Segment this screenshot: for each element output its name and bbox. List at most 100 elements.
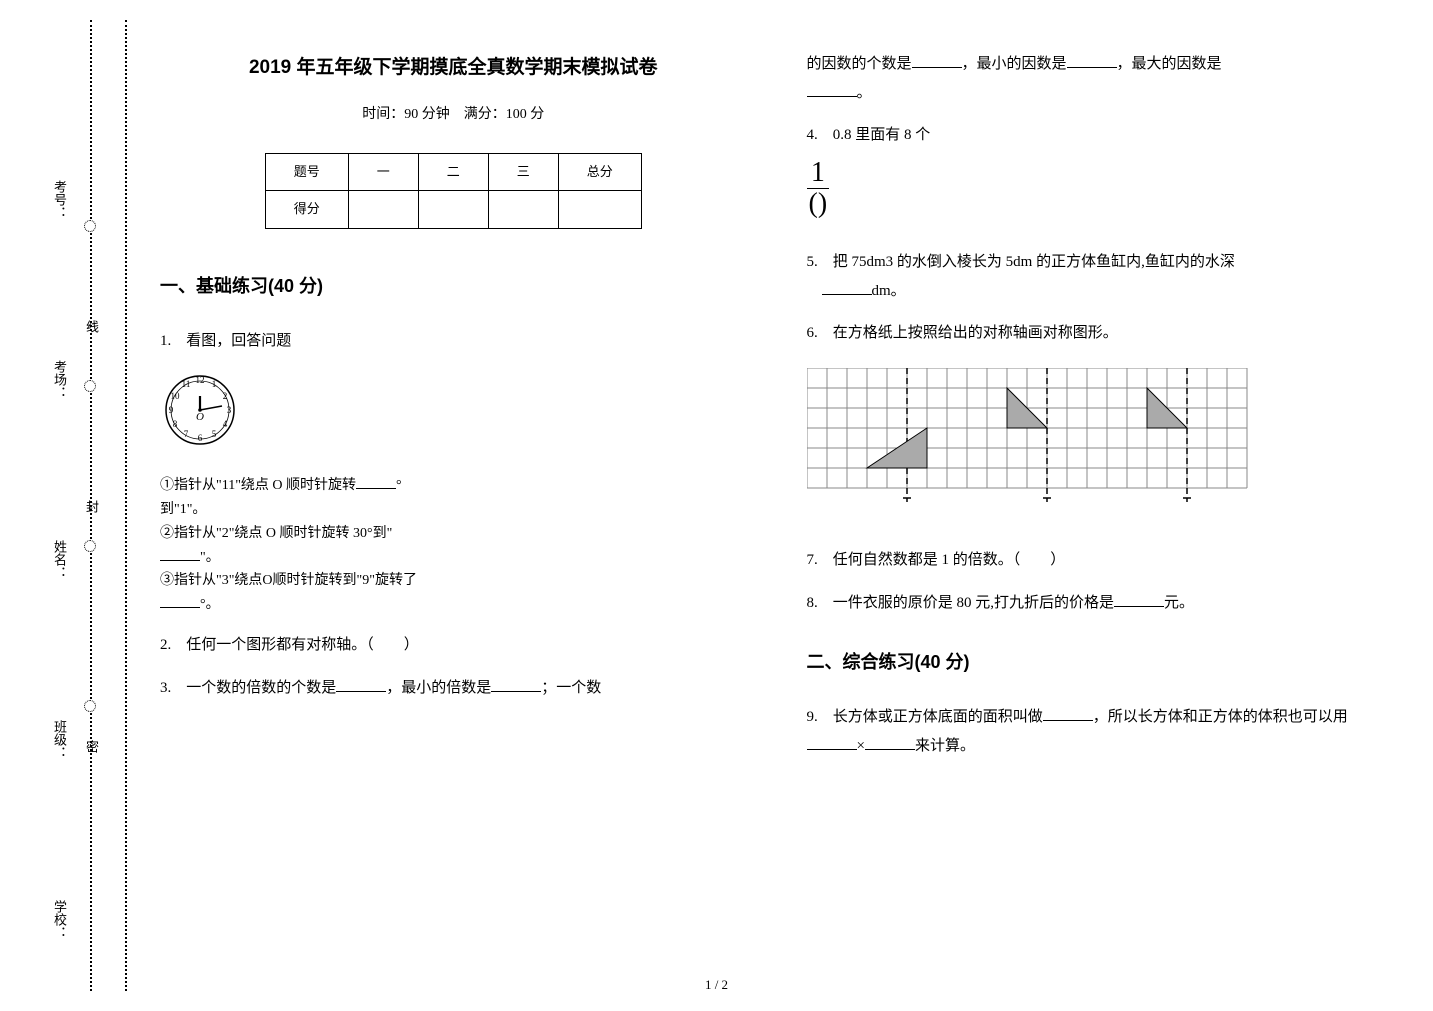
binding-label-id: 考号： — [50, 180, 69, 219]
binding-label-name: 姓名： — [50, 540, 69, 579]
question-2: 2. 任何一个图形都有对称轴。（ ） — [160, 631, 747, 660]
score-table: 题号 一 二 三 总分 得分 — [265, 153, 642, 229]
svg-text:1: 1 — [212, 379, 217, 389]
text: 8. 一件衣服的原价是 80 元,打九折后的价格是 — [807, 595, 1115, 611]
text: × — [857, 738, 865, 754]
text: ③指针从"3"绕点O顺时针旋转到"9"旋转了 — [160, 573, 417, 588]
text: °。 — [200, 597, 220, 612]
svg-text:3: 3 — [227, 405, 232, 415]
svg-text:7: 7 — [184, 429, 189, 439]
fraction-denominator: () — [807, 189, 830, 220]
text: "。 — [200, 550, 220, 565]
svg-text:9: 9 — [169, 405, 174, 415]
svg-text:O: O — [196, 411, 204, 423]
fill-blank — [356, 475, 396, 489]
svg-text:10: 10 — [171, 391, 181, 401]
svg-text:4: 4 — [223, 419, 228, 429]
table-row: 题号 一 二 三 总分 — [265, 153, 641, 191]
exam-title: 2019 年五年级下学期摸底全真数学期末模拟试卷 — [160, 50, 747, 86]
section-1-header: 一、基础练习(40 分) — [160, 269, 747, 303]
page-number: 1 / 2 — [0, 977, 1433, 993]
text: ，最小的因数是 — [962, 56, 1067, 72]
content-area: 2019 年五年级下学期摸底全真数学期末模拟试卷 时间：90 分钟 满分：100… — [160, 50, 1393, 961]
question-9: 9. 长方体或正方体底面的面积叫做 ，所以长方体和正方体的体积也可以用 × 来计算。 — [807, 703, 1394, 760]
svg-text:2: 2 — [223, 391, 228, 401]
exam-subtitle: 时间：90 分钟 满分：100 分 — [160, 102, 747, 129]
text: 来计算。 — [915, 738, 975, 754]
svg-text:8: 8 — [173, 419, 178, 429]
q1-sub3: ③指针从"3"绕点O顺时针旋转到"9"旋转了 °。 — [160, 569, 420, 617]
fill-blank — [160, 594, 200, 608]
text: 3. 一个数的倍数的个数是 — [160, 680, 336, 696]
column-right: 的因数的个数是 ，最小的因数是 ，最大的因数是 。 4. 0.8 里面有 8 个 1… — [807, 50, 1394, 961]
grid-svg — [807, 368, 1251, 512]
score-cell — [418, 191, 488, 229]
text: 的因数的个数是 — [807, 56, 912, 72]
score-cell: 得分 — [265, 191, 348, 229]
question-4: 4. 0.8 里面有 8 个 1 () — [807, 121, 1394, 234]
question-3: 3. 一个数的倍数的个数是 ，最小的倍数是 ；一个数 — [160, 674, 747, 703]
svg-text:12: 12 — [196, 375, 205, 385]
binding-circle — [84, 700, 96, 712]
binding-label-school: 学校： — [50, 900, 69, 939]
question-6: 6. 在方格纸上按照给出的对称轴画对称图形。 — [807, 319, 1394, 348]
binding-char-mi: 密 — [82, 740, 101, 753]
binding-label-room: 考场： — [50, 360, 69, 399]
fill-blank — [491, 677, 541, 692]
text: ①指针从"11"绕点 O 顺时针旋转 — [160, 478, 356, 493]
section-2-header: 二、综合练习(40 分) — [807, 645, 1394, 679]
score-cell: 总分 — [558, 153, 641, 191]
fill-blank — [807, 82, 857, 97]
score-cell: 二 — [418, 153, 488, 191]
binding-circle — [84, 540, 96, 552]
q1-sub1: ①指针从"11"绕点 O 顺时针旋转°到"1"。 — [160, 474, 420, 522]
fill-blank — [822, 280, 872, 295]
clock-icon: 12 1 2 3 4 5 6 7 8 9 10 11 O — [160, 370, 240, 450]
question-8: 8. 一件衣服的原价是 80 元,打九折后的价格是 元。 — [807, 589, 1394, 618]
text: 元。 — [1164, 595, 1194, 611]
fill-blank — [336, 677, 386, 692]
text: dm。 — [872, 283, 906, 299]
score-cell: 题号 — [265, 153, 348, 191]
score-cell — [348, 191, 418, 229]
fill-blank — [1067, 53, 1117, 68]
column-left: 2019 年五年级下学期摸底全真数学期末模拟试卷 时间：90 分钟 满分：100… — [160, 50, 747, 961]
text: ②指针从"2"绕点 O 顺时针旋转 30°到" — [160, 526, 392, 541]
score-cell — [488, 191, 558, 229]
fill-blank — [1043, 706, 1093, 721]
fraction-numerator: 1 — [807, 158, 830, 190]
score-cell — [558, 191, 641, 229]
fill-blank — [912, 53, 962, 68]
text: ；一个数 — [541, 680, 601, 696]
question-1: 1. 看图，回答问题 12 1 2 3 4 5 6 7 8 9 — [160, 327, 747, 617]
clock-figure: 12 1 2 3 4 5 6 7 8 9 10 11 O — [160, 370, 747, 461]
text: ，所以长方体和正方体的体积也可以用 — [1093, 709, 1348, 725]
svg-text:6: 6 — [198, 433, 203, 443]
binding-edge: 学校： 班级： 姓名： 考场： 考号： 密 封 线 — [70, 20, 130, 991]
score-cell: 一 — [348, 153, 418, 191]
q1-sub2: ②指针从"2"绕点 O 顺时针旋转 30°到" "。 — [160, 522, 420, 570]
text: 5. 把 75dm3 的水倒入棱长为 5dm 的正方体鱼缸内,鱼缸内的水深 — [807, 254, 1235, 270]
question-5: 5. 把 75dm3 的水倒入棱长为 5dm 的正方体鱼缸内,鱼缸内的水深 dm… — [807, 248, 1394, 305]
fraction: 1 () — [807, 158, 830, 221]
binding-dotted-line-outer — [125, 20, 127, 991]
text: ，最大的因数是 — [1117, 56, 1222, 72]
q1-subitems: ①指针从"11"绕点 O 顺时针旋转°到"1"。 ②指针从"2"绕点 O 顺时针… — [160, 474, 420, 617]
text: 9. 长方体或正方体底面的面积叫做 — [807, 709, 1043, 725]
binding-char-feng: 封 — [82, 500, 101, 513]
symmetry-grid-figure — [807, 368, 1394, 523]
text: ，最小的倍数是 — [386, 680, 491, 696]
score-cell: 三 — [488, 153, 558, 191]
binding-label-class: 班级： — [50, 720, 69, 759]
table-row: 得分 — [265, 191, 641, 229]
q4-stem: 4. 0.8 里面有 8 个 — [807, 121, 1394, 150]
q1-stem: 1. 看图，回答问题 — [160, 327, 747, 356]
svg-text:5: 5 — [212, 429, 217, 439]
svg-text:11: 11 — [182, 379, 191, 389]
question-3-cont: 的因数的个数是 ，最小的因数是 ，最大的因数是 。 — [807, 50, 1394, 107]
fill-blank — [865, 735, 915, 750]
question-7: 7. 任何自然数都是 1 的倍数。（ ） — [807, 546, 1394, 575]
fill-blank — [807, 735, 857, 750]
text: 。 — [857, 85, 872, 101]
fill-blank — [160, 547, 200, 561]
